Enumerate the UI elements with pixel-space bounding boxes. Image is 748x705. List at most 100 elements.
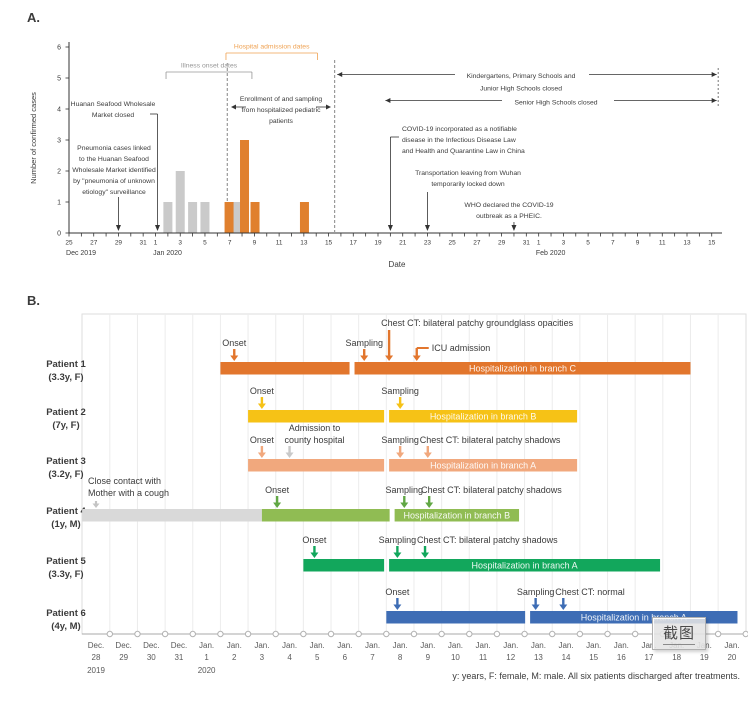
annotation-senior: Senior High Schools closed: [385, 94, 717, 107]
x-tick-label: 29: [498, 240, 506, 247]
x-tick-label: 3: [562, 240, 566, 247]
axis-day-label: 12: [506, 653, 515, 662]
patient-name: Patient 6: [46, 608, 86, 619]
label: patients: [269, 118, 293, 125]
annotation-kindergarten: Kindergartens, Primary Schools and Junior…: [337, 67, 719, 108]
arrowhead-icon: [337, 72, 343, 77]
axis-node-icon: [576, 630, 584, 638]
label: disease in the Infectious Disease Law: [402, 137, 516, 144]
event-label: Chest CT: normal: [555, 587, 625, 597]
annotation-transport: Transportation leaving from Wuhan tempora…: [415, 170, 521, 231]
event-label: Chest CT: bilateral patchy shadows: [420, 435, 561, 445]
y-tick-label: 0: [57, 230, 61, 237]
event-onset: Onset: [222, 338, 247, 361]
axis-month-label: Jan.: [227, 641, 242, 650]
axis-month-label: Jan.: [531, 641, 546, 650]
axis-day-label: 2: [232, 653, 237, 662]
y-tick-label: 4: [57, 106, 61, 113]
axis-node-icon: [300, 630, 307, 638]
arrowhead-icon: [285, 452, 294, 458]
timeline-bar-segment: [220, 362, 350, 375]
timeline-bar-segment: [82, 509, 262, 522]
axis-node-icon: [272, 630, 279, 638]
event-onset: Onset: [302, 535, 327, 558]
axis-day-label: 9: [426, 653, 431, 662]
patient-row-3: Patient 3 (3.2y, F) Hospitalization in bra…: [46, 423, 578, 480]
series-name: Illness onset dates: [181, 63, 238, 70]
panel-b: B. Patient 1 (3.3y, F) Hospitalization in b…: [27, 293, 748, 681]
axis-day-label: 1: [204, 653, 209, 662]
axis-day-label: 18: [672, 653, 681, 662]
event-label: Chest CT: bilateral patchy shadows: [421, 485, 562, 495]
screenshot-tool-button[interactable]: 截图: [652, 617, 706, 650]
x-tick-label: 23: [424, 240, 432, 247]
x-tick-label: 3: [178, 240, 182, 247]
axis-month-label: Dec.: [143, 641, 159, 650]
month-label: Dec 2019: [66, 250, 96, 257]
axis-day-label: 16: [617, 653, 626, 662]
event-icu-admission: ICU admission: [412, 343, 490, 361]
arrowhead-icon: [387, 225, 393, 231]
arrowhead-icon: [115, 225, 121, 231]
x-tick-label: 5: [203, 240, 207, 247]
label: Kindergartens, Primary Schools and: [467, 73, 576, 80]
patient-info: (1y, M): [51, 519, 80, 530]
x-axis-title: Date: [389, 260, 406, 269]
timeline-bar-segment: [394, 509, 520, 522]
patient-info: (3.2y, F): [48, 469, 83, 480]
month-label: Feb 2020: [536, 250, 566, 257]
admission-bar: [224, 202, 234, 233]
arrowhead-icon: [711, 98, 717, 103]
axis-node-icon: [438, 630, 445, 638]
patient-name: Patient 3: [46, 456, 86, 467]
event-sampling: Sampling: [381, 386, 419, 409]
admission-bar: [299, 202, 309, 233]
axis-day-label: 5: [315, 653, 320, 662]
arrowhead-icon: [360, 355, 369, 361]
axis-month-label: Jan.: [199, 641, 214, 650]
event-close-contact-with: Close contact with Mother with a cough: [88, 476, 169, 508]
timeline-bar-segment: [248, 410, 385, 423]
x-tick-label: 7: [611, 240, 615, 247]
axis-month-label: Jan.: [724, 641, 739, 650]
axis-day-label: 29: [119, 653, 128, 662]
event-label: Onset: [250, 386, 275, 396]
event-onset: Onset: [265, 485, 290, 508]
axis-year-label: 2020: [198, 666, 216, 675]
hospitalization-label: Hospitalization in branch A: [581, 612, 687, 622]
label: Junior High Schools closed: [480, 86, 562, 93]
event-label: Chest CT: bilateral patchy shadows: [417, 535, 558, 545]
label: COVID-19 incorporated as a notifiable: [402, 126, 517, 133]
axis-day-label: 30: [147, 653, 156, 662]
axis-month-label: Jan.: [365, 641, 380, 650]
arrowhead-icon: [155, 225, 160, 231]
patient-name: Patient 1: [46, 359, 86, 370]
axis-node-icon: [493, 630, 501, 638]
label: temporarily locked down: [431, 181, 505, 188]
panel-b-letter: B.: [27, 293, 40, 308]
event-label: Sampling: [386, 485, 424, 495]
patient-name: Patient 4: [46, 506, 86, 517]
y-tick-label: 2: [57, 168, 61, 175]
arrowhead-icon: [711, 72, 717, 77]
axis-month-label: Jan.: [614, 641, 629, 650]
patient-row-1: Patient 1 (3.3y, F) Hospitalization in bra…: [46, 318, 691, 383]
axis-day-label: 6: [343, 653, 348, 662]
axis-day-label: 8: [398, 653, 403, 662]
x-tick-label: 9: [636, 240, 640, 247]
event-admission-to: Admission to county hospital: [285, 423, 345, 458]
event-label: Sampling: [379, 535, 417, 545]
arrowhead-icon: [273, 502, 282, 508]
label: etiology" surveillance: [82, 189, 146, 196]
x-tick-label: 15: [325, 240, 333, 247]
axis-month-label: Jan.: [476, 641, 491, 650]
y-tick-label: 5: [57, 75, 61, 82]
patient-info: (7y, F): [52, 420, 79, 431]
axis-month-label: Jan.: [420, 641, 435, 650]
arrowhead-icon: [396, 403, 405, 409]
annotation-who: WHO declared the COVID-19 outbreak as a P…: [464, 202, 554, 231]
arrowhead-icon: [92, 503, 100, 508]
x-tick-label: 11: [659, 240, 666, 247]
event-chest-ct-bilateral-patchy-shadows: Chest CT: bilateral patchy shadows: [417, 535, 558, 558]
